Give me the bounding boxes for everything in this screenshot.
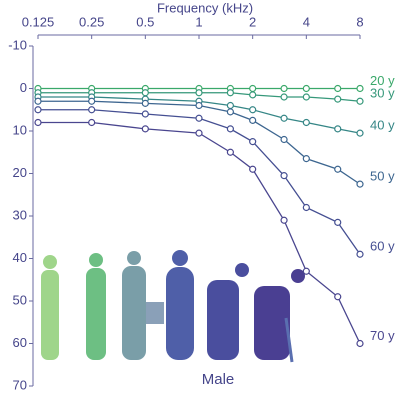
series-label: 20 y (370, 73, 395, 88)
x-tick-label: 2 (249, 14, 256, 29)
caption: Male (202, 371, 235, 388)
data-point (195, 89, 203, 97)
data-point (334, 218, 342, 226)
data-point (356, 129, 364, 137)
y-tick-label: 30 (13, 207, 27, 222)
data-point (34, 97, 42, 105)
data-point (195, 101, 203, 110)
x-axis-label: Frequency (kHz) (157, 0, 253, 15)
data-point (249, 116, 257, 124)
y-tick-label: 60 (13, 335, 27, 350)
series-label: 50 y (370, 169, 395, 184)
data-point (334, 95, 342, 103)
y-tick-label: 20 (13, 165, 27, 180)
series-line (38, 96, 361, 134)
x-tick-label: 0.25 (79, 14, 104, 29)
data-point (280, 172, 288, 180)
data-point (88, 118, 96, 127)
y-tick-label: -10 (8, 37, 27, 52)
x-tick-label: 0.125 (22, 14, 55, 29)
data-point (280, 114, 288, 122)
data-point (88, 97, 96, 105)
silhouettes (41, 250, 305, 363)
data-point (280, 216, 288, 224)
data-point (280, 93, 288, 101)
data-point (226, 101, 234, 110)
data-point (249, 91, 257, 99)
series-label: 70 y (370, 328, 395, 343)
data-point (141, 89, 149, 97)
data-point (334, 293, 342, 301)
data-point (249, 84, 257, 93)
data-point (34, 118, 42, 127)
data-point (88, 106, 96, 114)
x-tick-label: 0.5 (136, 14, 154, 29)
series-line (38, 92, 361, 102)
data-point (226, 89, 234, 97)
data-point (280, 135, 288, 144)
y-tick-label: 70 (13, 377, 27, 392)
data-point (226, 125, 234, 133)
data-point (334, 84, 342, 93)
series-label: 40 y (370, 118, 395, 133)
data-point (195, 129, 203, 137)
series-line (38, 109, 361, 255)
x-tick-label: 1 (195, 14, 202, 29)
data-point (356, 180, 364, 188)
data-point (302, 118, 310, 127)
data-point (334, 125, 342, 133)
y-tick-label: 40 (13, 250, 27, 265)
data-point (302, 84, 310, 93)
x-tick-label: 4 (303, 14, 310, 29)
data-point (356, 84, 364, 93)
data-point (302, 267, 310, 275)
data-point (356, 97, 364, 105)
data-point (249, 165, 257, 173)
series-label: 30 y (370, 86, 395, 101)
data-point (195, 114, 203, 122)
data-point (302, 155, 310, 163)
x-tick-label: 8 (356, 14, 363, 29)
data-point (280, 84, 288, 93)
data-point (141, 99, 149, 107)
data-point (249, 138, 257, 146)
data-point (356, 339, 364, 348)
series-label: 60 y (370, 239, 395, 254)
data-point (302, 203, 310, 212)
data-point (34, 106, 42, 114)
data-point (334, 165, 342, 173)
series-line (38, 100, 361, 185)
data-point (226, 148, 234, 156)
y-tick-label: 10 (13, 122, 27, 137)
y-tick-label: 50 (13, 292, 27, 307)
y-tick-label: 0 (20, 80, 27, 95)
data-point (226, 108, 234, 116)
data-point (141, 125, 149, 133)
series-line (38, 121, 361, 344)
data-point (356, 250, 364, 258)
data-point (249, 106, 257, 114)
data-point (302, 93, 310, 101)
data-point (141, 110, 149, 118)
